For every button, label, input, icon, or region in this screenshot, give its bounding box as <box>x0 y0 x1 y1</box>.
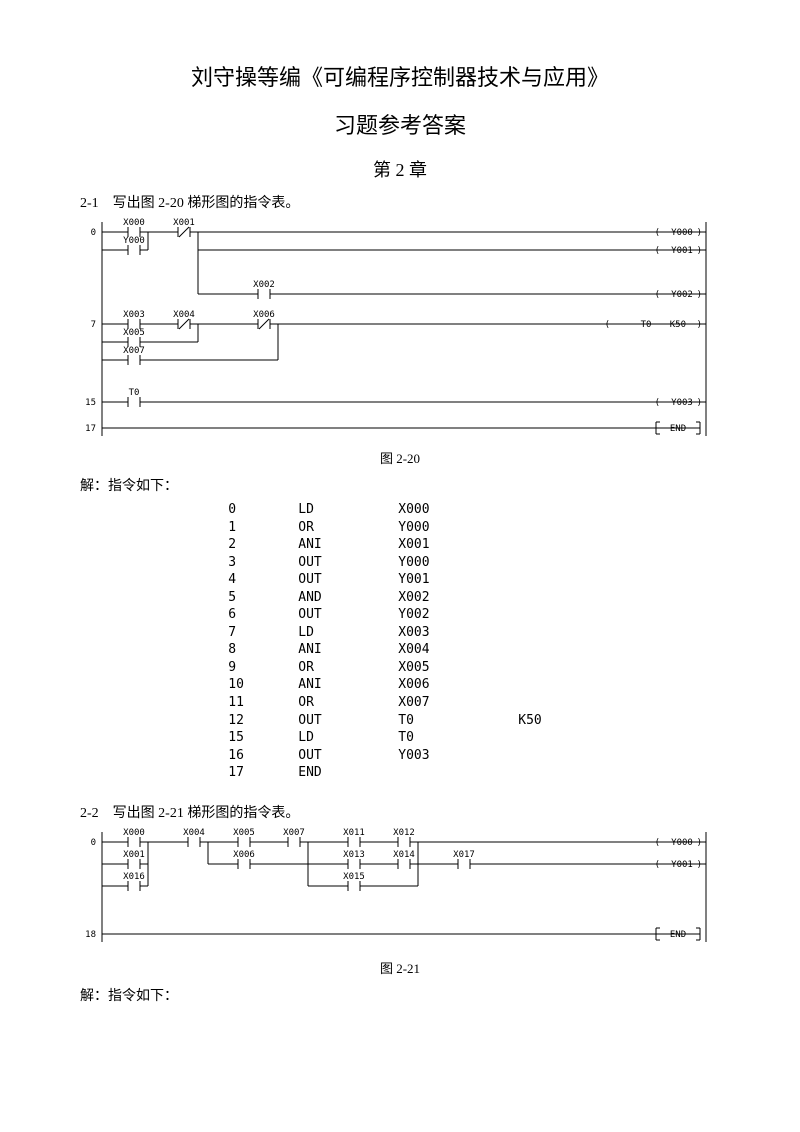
svg-text:(: ( <box>605 320 610 330</box>
svg-text:X005: X005 <box>233 828 255 838</box>
svg-text:): ) <box>697 320 702 330</box>
instruction-table: 0LDX0001ORY0002ANIX0013OUTY0004OUTY0015A… <box>228 501 571 782</box>
svg-text:X000: X000 <box>123 218 145 228</box>
svg-text:X014: X014 <box>393 850 415 860</box>
svg-text:X017: X017 <box>453 850 475 860</box>
svg-text:X012: X012 <box>393 828 415 838</box>
svg-text:X013: X013 <box>343 850 365 860</box>
svg-text:7: 7 <box>91 320 96 330</box>
svg-text:): ) <box>697 290 702 300</box>
svg-text:0: 0 <box>91 228 96 238</box>
svg-text:X001: X001 <box>123 850 145 860</box>
svg-text:X004: X004 <box>173 310 195 320</box>
svg-text:X015: X015 <box>343 872 365 882</box>
svg-text:(: ( <box>655 838 660 848</box>
svg-text:Y000: Y000 <box>671 838 693 848</box>
svg-text:17: 17 <box>85 424 96 434</box>
svg-text:END: END <box>670 930 686 940</box>
svg-text:X003: X003 <box>123 310 145 320</box>
svg-text:X007: X007 <box>123 346 145 356</box>
svg-text:X011: X011 <box>343 828 365 838</box>
chapter-heading: 第 2 章 <box>80 156 720 182</box>
svg-text:X006: X006 <box>253 310 275 320</box>
problem1-label: 2-1 写出图 2-20 梯形图的指令表。 <box>80 192 720 212</box>
svg-text:X006: X006 <box>233 850 255 860</box>
svg-text:Y002: Y002 <box>671 290 693 300</box>
svg-text:(: ( <box>655 290 660 300</box>
svg-text:T0: T0 <box>129 388 140 398</box>
ladder-diagram-1: 0 7 15 17 X000 X001 ( Y000) Y000 ( Y001) X002 ( Y002)… <box>80 214 720 444</box>
svg-text:0: 0 <box>91 838 96 848</box>
svg-text:X002: X002 <box>253 280 275 290</box>
svg-text:): ) <box>697 838 702 848</box>
svg-text:18: 18 <box>85 930 96 940</box>
ladder-diagram-2: 0 18 X000 X004 X005 X007 X011 X012 ( Y000) X001 X00… <box>80 824 720 954</box>
svg-text:T0: T0 <box>641 320 652 330</box>
svg-text:Y000: Y000 <box>123 236 145 246</box>
svg-text:X004: X004 <box>183 828 205 838</box>
answer-label-1: 解：指令如下： <box>80 475 720 495</box>
svg-text:Y003: Y003 <box>671 398 693 408</box>
problem2-label: 2-2 写出图 2-21 梯形图的指令表。 <box>80 802 720 822</box>
svg-text:(: ( <box>655 246 660 256</box>
figure-caption-2: 图 2-21 <box>80 958 720 977</box>
title-sub: 习题参考答案 <box>80 108 720 140</box>
svg-text:X000: X000 <box>123 828 145 838</box>
svg-text:): ) <box>697 860 702 870</box>
svg-text:(: ( <box>655 398 660 408</box>
svg-text:Y001: Y001 <box>671 860 693 870</box>
svg-text:X001: X001 <box>173 218 195 228</box>
figure-caption-1: 图 2-20 <box>80 448 720 467</box>
svg-text:): ) <box>697 228 702 238</box>
svg-text:(: ( <box>655 860 660 870</box>
svg-text:X016: X016 <box>123 872 145 882</box>
svg-text:X007: X007 <box>283 828 305 838</box>
svg-text:Y001: Y001 <box>671 246 693 256</box>
answer-label-2: 解：指令如下： <box>80 985 720 1005</box>
svg-text:(: ( <box>655 228 660 238</box>
svg-text:X005: X005 <box>123 328 145 338</box>
svg-text:): ) <box>697 246 702 256</box>
svg-text:15: 15 <box>85 398 96 408</box>
svg-text:K50: K50 <box>670 320 686 330</box>
title-main: 刘守操等编《可编程序控制器技术与应用》 <box>80 60 720 92</box>
svg-text:END: END <box>670 424 686 434</box>
svg-text:): ) <box>697 398 702 408</box>
svg-text:Y000: Y000 <box>671 228 693 238</box>
